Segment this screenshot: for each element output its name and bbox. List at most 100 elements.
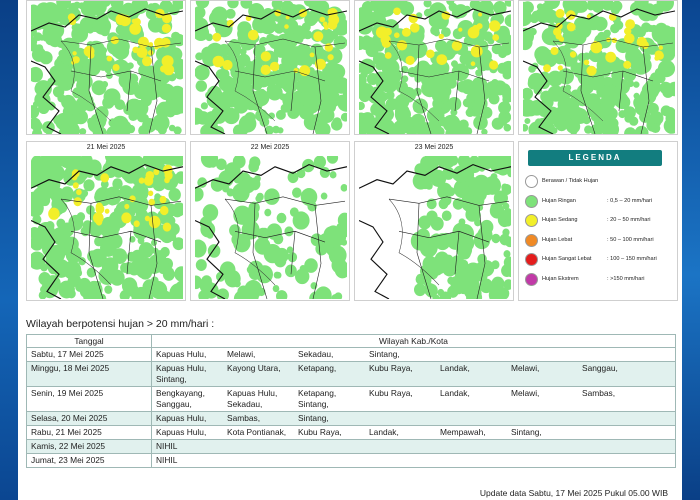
legend-range: : >150 mm/hari [607,276,645,282]
legend-range: : 100 – 150 mm/hari [607,256,657,262]
red-dot-icon [525,253,538,266]
row-date: Jumat, 23 Mei 2025 [26,453,152,468]
region-name: Bengkayang, [156,388,205,398]
section-title: Wilayah berpotensi hujan > 20 mm/hari : [26,318,215,330]
legend-label: Hujan Sedang [542,217,578,223]
region-name: Sintang, [156,374,187,384]
row-date: Rabu, 21 Mei 2025 [26,425,152,440]
region-name: Sintang, [298,399,329,409]
map-panel-2 [190,0,350,135]
map-date-label: 23 Mei 2025 [414,144,454,151]
green-dot-icon [525,195,538,208]
rainfall-map-1 [31,1,183,134]
region-name: Sambas, [582,388,616,398]
region-name: Kapuas Hulu, [156,363,207,373]
map-panel-4 [518,0,678,135]
row-date: Senin, 19 Mei 2025 [26,386,152,412]
magenta-dot-icon [525,273,538,286]
region-name: Kapuas Hulu, [227,388,278,398]
legend-item: Hujan Sangat Lebat : 100 – 150 mm/hari [525,253,677,267]
table-row: Jumat, 23 Mei 2025 NIHIL [26,453,676,468]
row-regions: NIHIL [151,453,676,468]
row-regions: Kapuas Hulu, Melawi, Sekadau, Sintang, [151,347,676,362]
legend-item: Berawan / Tidak Hujan [525,175,677,189]
region-name: Kayong Utara, [227,363,281,373]
region-name: Sintang, [511,427,542,437]
legend-label: Hujan Ekstrem [542,276,579,282]
table-row: Selasa, 20 Mei 2025 Kapuas Hulu, Sambas, Si… [26,411,676,426]
region-name: Mempawah, [440,427,486,437]
yellow-dot-icon [525,214,538,227]
table-row: Sabtu, 17 Mei 2025 Kapuas Hulu, Melawi, Sek… [26,347,676,362]
region-name: Melawi, [511,363,540,373]
region-name: Kapuas Hulu, [156,413,207,423]
region-name: Ketapang, [298,363,337,373]
row-regions: Bengkayang, Kapuas Hulu, Ketapang, Kubu Ray… [151,386,676,412]
legend-label: Berawan / Tidak Hujan [542,178,599,184]
table-row: Rabu, 21 Mei 2025 Kapuas Hulu, Kota Pontia… [26,425,676,440]
table-row: Senin, 19 Mei 2025 Bengkayang, Kapuas Hulu… [26,386,676,412]
white-dot-icon [525,175,538,188]
region-name: Kota Pontianak, [227,427,287,437]
legend-item: Hujan Lebat : 50 – 100 mm/hari [525,234,677,248]
region-name: Sintang, [369,349,400,359]
region-name: Sanggau, [582,363,618,373]
legend-label: Hujan Sangat Lebat [542,256,592,262]
region-name: NIHIL [156,455,178,465]
row-regions: Kapuas Hulu, Kayong Utara, Ketapang, Kubu R… [151,361,676,387]
legend-title: LEGENDA [528,150,662,166]
rainfall-map-2 [195,1,347,134]
region-name: Sintang, [298,413,329,423]
row-date: Selasa, 20 Mei 2025 [26,411,152,426]
map-panel-1 [26,0,186,135]
forecast-page: 21 Mei 2025 22 Mei 2025 23 Mei 2025 LEGE… [18,0,682,500]
region-table: Tanggal Wilayah Kab./Kota Sabtu, 17 Mei … [26,334,676,468]
row-date: Kamis, 22 Mei 2025 [26,439,152,454]
row-regions: Kapuas Hulu, Kota Pontianak, Kubu Raya, Lan… [151,425,676,440]
region-name: NIHIL [156,441,178,451]
legend-box: LEGENDA Berawan / Tidak Hujan Hujan Ring… [518,141,678,301]
legend-item: Hujan Ringan : 0,5 – 20 mm/hari [525,195,677,209]
region-name: Ketapang, [298,388,337,398]
map-panel-22-mei: 22 Mei 2025 [190,141,350,301]
orange-dot-icon [525,234,538,247]
legend-item: Hujan Ekstrem : >150 mm/hari [525,273,677,287]
region-name: Kubu Raya, [369,388,413,398]
rainfall-map-6 [195,156,347,299]
table-row: Kamis, 22 Mei 2025 NIHIL [26,439,676,454]
rainfall-map-5 [31,156,183,299]
region-name: Sambas, [227,413,261,423]
legend-label: Hujan Ringan [542,198,576,204]
region-name: Kubu Raya, [298,427,342,437]
region-name: Sekadau, [298,349,334,359]
region-name: Melawi, [227,349,256,359]
map-date-label: 21 Mei 2025 [86,144,126,151]
column-header-date: Tanggal [26,334,152,348]
row-date: Sabtu, 17 Mei 2025 [26,347,152,362]
row-regions: NIHIL [151,439,676,454]
map-panel-23-mei: 23 Mei 2025 [354,141,514,301]
left-background-edge [0,0,18,500]
column-header-region: Wilayah Kab./Kota [151,334,676,348]
legend-label: Hujan Lebat [542,237,573,243]
rainfall-map-4 [523,1,675,134]
map-panel-21-mei: 21 Mei 2025 [26,141,186,301]
map-date-label: 22 Mei 2025 [250,144,290,151]
update-timestamp: Update data Sabtu, 17 Mei 2025 Pukul 05.… [479,488,668,498]
legend-range: : 50 – 100 mm/hari [607,237,654,243]
legend-item: Hujan Sedang : 20 – 50 mm/hari [525,214,677,228]
region-name: Landak, [440,388,470,398]
region-name: Melawi, [511,388,540,398]
right-background-edge [682,0,700,500]
row-date: Minggu, 18 Mei 2025 [26,361,152,387]
map-panel-3 [354,0,514,135]
region-name: Sekadau, [227,399,263,409]
rainfall-map-3 [359,1,511,134]
region-name: Kubu Raya, [369,363,413,373]
rainfall-map-7 [359,156,511,299]
table-header-row: Tanggal Wilayah Kab./Kota [26,334,676,348]
table-row: Minggu, 18 Mei 2025 Kapuas Hulu, Kayong Ut… [26,361,676,387]
region-name: Sanggau, [156,399,192,409]
legend-range: : 20 – 50 mm/hari [607,217,651,223]
region-name: Kapuas Hulu, [156,349,207,359]
